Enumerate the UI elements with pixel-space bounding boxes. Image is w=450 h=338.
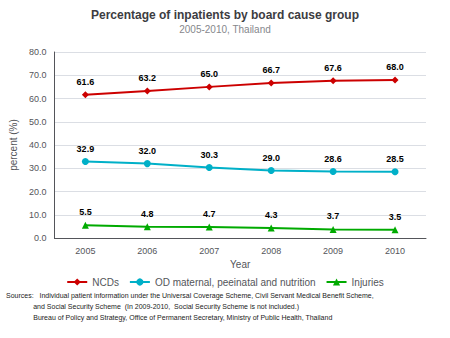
svg-text:61.6: 61.6 bbox=[77, 77, 95, 87]
svg-text:29.0: 29.0 bbox=[262, 153, 280, 163]
svg-text:32.9: 32.9 bbox=[77, 144, 95, 154]
svg-text:0.0: 0.0 bbox=[34, 233, 47, 243]
svg-text:28.5: 28.5 bbox=[386, 154, 404, 164]
svg-text:30.0: 30.0 bbox=[29, 163, 47, 173]
svg-text:32.0: 32.0 bbox=[139, 146, 157, 156]
svg-text:60.0: 60.0 bbox=[29, 94, 47, 104]
svg-text:2010: 2010 bbox=[385, 246, 405, 256]
svg-text:67.6: 67.6 bbox=[324, 63, 342, 73]
svg-text:68.0: 68.0 bbox=[386, 62, 404, 72]
svg-text:Sources: Individual patient: Sources: Individual patient information … bbox=[6, 292, 374, 300]
svg-text:3.7: 3.7 bbox=[327, 211, 340, 221]
svg-text:66.7: 66.7 bbox=[262, 65, 280, 75]
svg-text:40.0: 40.0 bbox=[29, 140, 47, 150]
svg-text:4.3: 4.3 bbox=[265, 210, 278, 220]
svg-text:OD maternal, peeinatal and nut: OD maternal, peeinatal and nutrition bbox=[155, 277, 316, 288]
svg-text:3.5: 3.5 bbox=[389, 212, 402, 222]
svg-text:70.0: 70.0 bbox=[29, 70, 47, 80]
svg-text:2005: 2005 bbox=[75, 246, 95, 256]
svg-text:and Social Security Scheme (I: and Social Security Scheme (In 2009-2010… bbox=[6, 303, 299, 311]
svg-text:50.0: 50.0 bbox=[29, 117, 47, 127]
svg-text:63.2: 63.2 bbox=[139, 73, 157, 83]
svg-text:2006: 2006 bbox=[137, 246, 157, 256]
svg-text:2005-2010, Thailand: 2005-2010, Thailand bbox=[179, 24, 271, 35]
svg-text:Percentage of inpatients by bo: Percentage of inpatients by board cause … bbox=[91, 8, 359, 22]
svg-text:65.0: 65.0 bbox=[200, 69, 218, 79]
svg-text:Year: Year bbox=[230, 259, 251, 270]
svg-text:4.7: 4.7 bbox=[203, 209, 216, 219]
svg-text:5.5: 5.5 bbox=[79, 207, 92, 217]
svg-text:80.0: 80.0 bbox=[29, 47, 47, 57]
svg-text:Injuries: Injuries bbox=[352, 277, 384, 288]
svg-text:2009: 2009 bbox=[323, 246, 343, 256]
svg-text:percent (%): percent (%) bbox=[8, 119, 19, 171]
svg-text:20.0: 20.0 bbox=[29, 187, 47, 197]
svg-text:NCDs: NCDs bbox=[92, 277, 119, 288]
svg-text:2008: 2008 bbox=[261, 246, 281, 256]
svg-text:10.0: 10.0 bbox=[29, 210, 47, 220]
svg-text:28.6: 28.6 bbox=[324, 154, 342, 164]
svg-text:Bureau of Policy and Strategy,: Bureau of Policy and Strategy, Office of… bbox=[6, 314, 332, 322]
svg-text:4.8: 4.8 bbox=[141, 209, 154, 219]
svg-text:2007: 2007 bbox=[199, 246, 219, 256]
svg-text:30.3: 30.3 bbox=[200, 150, 218, 160]
